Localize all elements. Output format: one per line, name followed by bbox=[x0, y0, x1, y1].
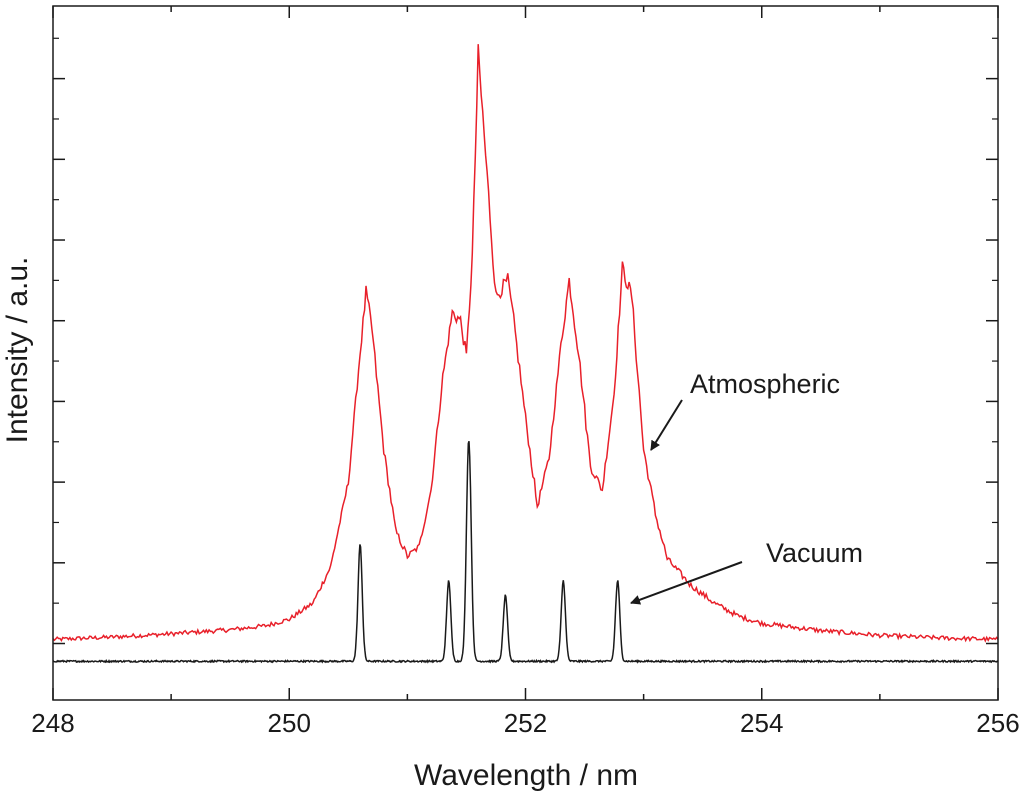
plot-frame bbox=[52, 5, 999, 701]
y-axis-title: Intensity / a.u. bbox=[1, 257, 34, 444]
vacuum-annotation-label: Vacuum bbox=[766, 538, 863, 568]
x-tick-label: 256 bbox=[976, 708, 1019, 738]
x-tick-label: 252 bbox=[504, 708, 547, 738]
vacuum-annotation-arrow bbox=[630, 561, 743, 605]
atmospheric-annotation-label: Atmospheric bbox=[690, 369, 840, 399]
atmospheric-annotation-arrow bbox=[650, 399, 683, 451]
vacuum-series-line bbox=[52, 440, 999, 664]
atmospheric-series-line bbox=[52, 44, 999, 643]
x-tick-label: 250 bbox=[268, 708, 311, 738]
x-axis-title: Wavelength / nm bbox=[414, 759, 638, 792]
x-tick-label: 248 bbox=[31, 708, 74, 738]
x-tick-label: 254 bbox=[740, 708, 783, 738]
